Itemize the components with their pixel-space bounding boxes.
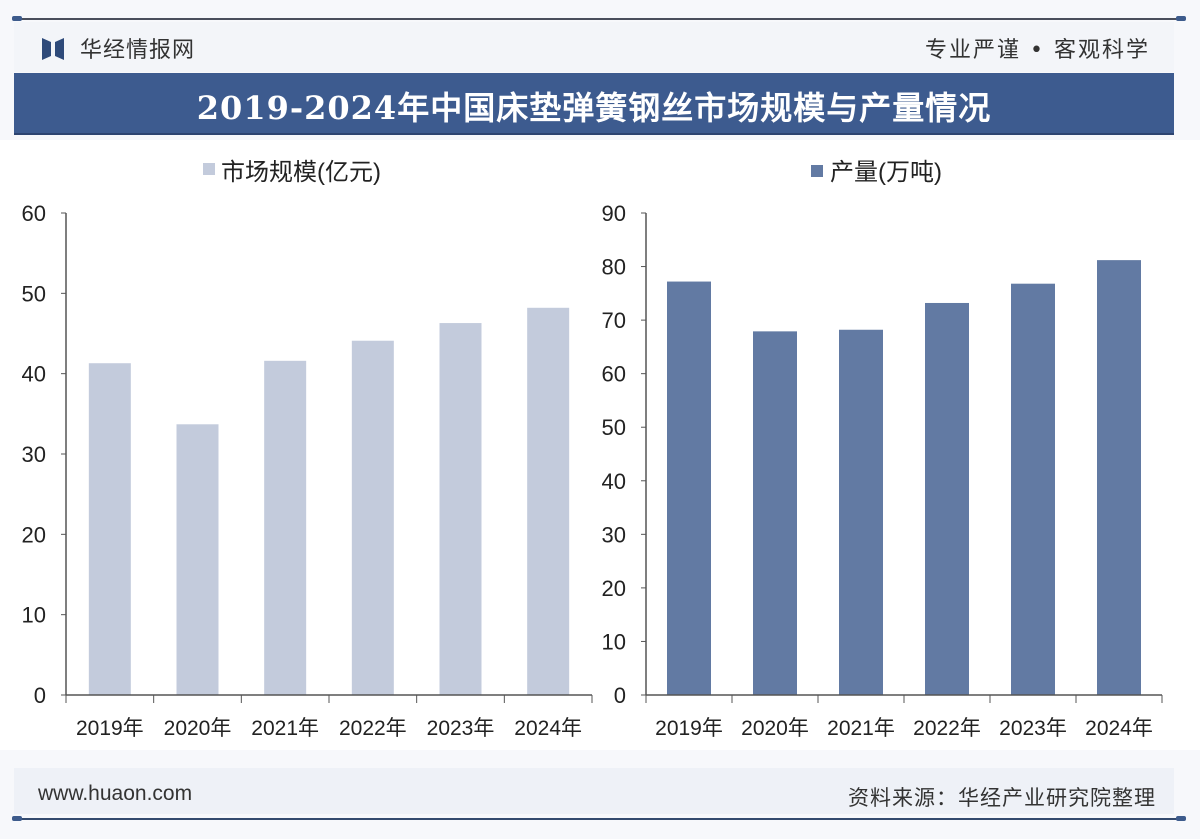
- y-tick-label: 20: [22, 522, 46, 547]
- legend-label: 产量(万吨): [830, 159, 942, 186]
- x-axis-ticks: 2019年 2020年 2021年 2022年 2023年 2024年: [65, 694, 593, 740]
- bar-2023年: [1011, 283, 1055, 695]
- bar-2022年: [925, 302, 969, 695]
- production-chart: 产量(万吨) 0 10 20 30 40 50 60 70 80 90 2019年 2020年 202…: [602, 159, 1163, 740]
- y-tick-label: 80: [602, 255, 626, 280]
- y-axis-ticks: 0 10 20 30 40 50 60 70 80 90: [602, 201, 647, 708]
- x-tick-label: 2022年: [339, 717, 407, 740]
- y-tick-label: 10: [602, 629, 626, 654]
- x-axis-ticks: 2019年 2020年 2021年 2022年 2023年 2024年: [645, 694, 1163, 740]
- x-tick-label: 2021年: [251, 717, 319, 740]
- brand-name: 华经情报网: [80, 38, 196, 63]
- x-tick-label: 2023年: [427, 717, 495, 740]
- y-tick-label: 60: [602, 362, 626, 387]
- x-tick-label: 2021年: [827, 717, 895, 740]
- x-tick-label: 2022年: [913, 717, 981, 740]
- bar-2023年: [439, 323, 482, 695]
- x-tick-label: 2019年: [76, 717, 144, 740]
- website-link[interactable]: www.huaon.com: [38, 782, 193, 805]
- bar-2020年: [176, 424, 219, 695]
- bar-2021年: [264, 360, 307, 695]
- y-tick-label: 40: [602, 469, 626, 494]
- bars: [88, 307, 570, 695]
- y-tick-label: 50: [22, 281, 46, 306]
- motto: 专业严谨 • 客观科学: [925, 38, 1150, 63]
- bar-2024年: [527, 307, 570, 695]
- y-tick-label: 30: [602, 522, 626, 547]
- bar-2021年: [839, 329, 883, 695]
- legend-swatch: [203, 163, 215, 175]
- y-tick-label: 30: [22, 442, 46, 467]
- bottom-divider: [14, 818, 1184, 820]
- divider-cap: [12, 16, 22, 21]
- legend-label: 市场规模(亿元): [221, 159, 381, 186]
- chart-area: 市场规模(亿元) 0 10 20 30 40 50 60 2019年 2020年 2021年 20…: [0, 140, 1200, 750]
- header: [14, 22, 1174, 72]
- y-tick-label: 90: [602, 201, 626, 226]
- y-axis-ticks: 0 10 20 30 40 50 60: [22, 201, 67, 708]
- x-tick-label: 2020年: [741, 717, 809, 740]
- divider-cap: [12, 816, 22, 821]
- title-band: 2019-2024年中国床垫弹簧钢丝市场规模与产量情况: [14, 73, 1174, 135]
- bar-2019年: [667, 281, 711, 695]
- y-tick-label: 50: [602, 415, 626, 440]
- y-tick-label: 0: [34, 683, 46, 708]
- bar-2024年: [1097, 260, 1141, 695]
- footer: [14, 768, 1174, 814]
- y-tick-label: 40: [22, 362, 46, 387]
- y-tick-label: 20: [602, 576, 626, 601]
- data-source: 资料来源：华经产业研究院整理: [848, 786, 1156, 810]
- y-tick-label: 60: [22, 201, 46, 226]
- divider-cap: [1176, 16, 1186, 21]
- bars: [667, 260, 1141, 695]
- chart-title: 2019-2024年中国床垫弹簧钢丝市场规模与产量情况: [196, 89, 992, 127]
- bar-2019年: [88, 363, 131, 695]
- top-divider: [14, 18, 1184, 20]
- y-tick-label: 10: [22, 603, 46, 628]
- legend-swatch: [811, 165, 823, 177]
- y-tick-label: 0: [614, 683, 626, 708]
- x-tick-label: 2024年: [514, 717, 582, 740]
- x-tick-label: 2023年: [999, 717, 1067, 740]
- divider-cap: [1176, 816, 1186, 821]
- bar-2020年: [753, 331, 797, 695]
- x-tick-label: 2020年: [164, 717, 232, 740]
- bar-2022年: [351, 340, 394, 695]
- x-tick-label: 2024年: [1085, 717, 1153, 740]
- brand-logo-icon: [42, 38, 64, 60]
- y-tick-label: 70: [602, 308, 626, 333]
- x-tick-label: 2019年: [655, 717, 723, 740]
